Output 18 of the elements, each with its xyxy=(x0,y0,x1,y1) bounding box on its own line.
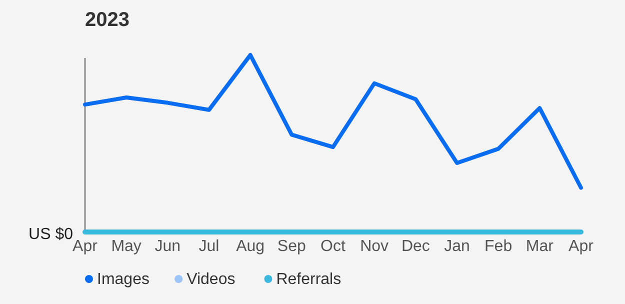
x-tick-label: May xyxy=(111,238,142,255)
x-tick-label: Feb xyxy=(484,238,512,255)
x-tick-label: Apr xyxy=(72,238,98,255)
x-tick-label: Oct xyxy=(320,238,346,255)
x-tick-label: Apr xyxy=(568,238,594,255)
legend-label: Referrals xyxy=(276,271,342,288)
x-tick-label: Mar xyxy=(526,238,554,255)
x-tick-label: Aug xyxy=(236,238,265,255)
x-tick-label: Sep xyxy=(277,238,306,255)
annotation: US $0 xyxy=(28,226,74,243)
legend-label: Videos xyxy=(186,271,236,288)
x-tick-label: Jan xyxy=(444,238,470,255)
x-tick-label: Jun xyxy=(154,238,181,255)
chart-title: 2023 xyxy=(85,9,130,31)
x-tick-label: Jul xyxy=(198,238,220,255)
x-tick-label: Dec xyxy=(401,238,430,255)
x-tick-label: Nov xyxy=(360,238,389,255)
legend-label: Images xyxy=(97,271,150,288)
